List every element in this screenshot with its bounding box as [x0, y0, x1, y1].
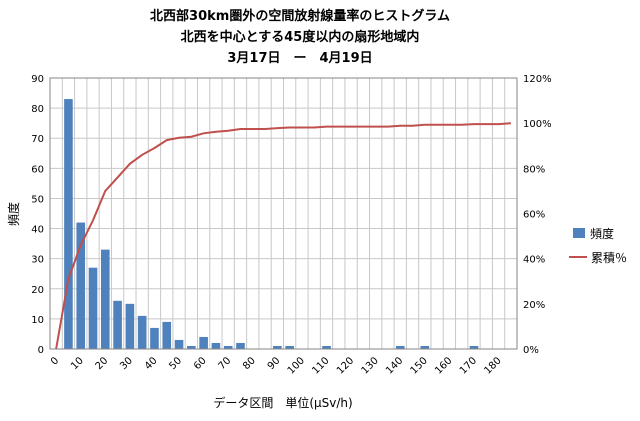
- x-tick-label: 140: [384, 355, 405, 376]
- bar: [273, 345, 282, 349]
- x-tick-label: 0: [49, 355, 61, 367]
- title-line-2: 北西を中心とする45度以内の扇形地域内: [181, 29, 420, 45]
- bar: [322, 345, 331, 349]
- x-axis-ticks: 0 10 20 30 40 50 60 70 80 90 100 110 120 130 140 150 160…: [49, 355, 504, 376]
- bar: [187, 345, 196, 349]
- y-tick-label-left: 20: [31, 285, 44, 296]
- bar: [395, 345, 405, 349]
- bar: [199, 336, 208, 349]
- y-tick-label-left: 50: [31, 194, 44, 205]
- bar: [236, 342, 245, 349]
- y-tick-label-right: 120%: [523, 74, 552, 85]
- bar: [76, 222, 86, 349]
- grid: [50, 78, 517, 349]
- x-tick-label: 20: [94, 355, 111, 372]
- bar: [125, 303, 135, 349]
- y-tick-label-right: 60%: [523, 210, 545, 221]
- bar: [150, 327, 159, 349]
- x-tick-label: 160: [433, 355, 454, 376]
- bar: [223, 345, 233, 349]
- bar: [285, 345, 294, 349]
- x-tick-label: 100: [286, 355, 307, 376]
- y-tick-label-left: 60: [31, 164, 44, 175]
- x-axis-title: データ区間 単位(μSv/h): [213, 395, 352, 410]
- title-line-1: 北西部30km圏外の空間放射線量率のヒストグラム: [150, 8, 450, 24]
- plot-area-border: [49, 77, 518, 350]
- x-tick-label: 50: [167, 355, 184, 372]
- legend-swatch-frequency: [573, 228, 585, 238]
- title-line-3: 3月17日 ー 4月19日: [227, 51, 372, 66]
- y-axis-right-ticks: 0% 20% 40% 60% 80% 100% 120%: [523, 74, 552, 356]
- y-tick-label-right: 40%: [523, 255, 545, 266]
- bar: [88, 267, 98, 349]
- bar: [64, 99, 73, 349]
- bar: [101, 249, 110, 349]
- x-tick-label: 40: [143, 355, 160, 372]
- x-tick-label: 70: [217, 355, 234, 372]
- x-tick-label: 130: [360, 355, 381, 376]
- legend: 頻度 累積％: [569, 226, 627, 265]
- bar: [113, 300, 122, 349]
- y-tick-label-right: 0%: [523, 345, 539, 356]
- cumulative-line-series: [55, 122, 511, 350]
- y-tick-label-left: 90: [31, 74, 44, 85]
- y-tick-label-left: 80: [31, 104, 44, 115]
- y-tick-label-right: 100%: [523, 119, 552, 130]
- x-tick-label: 60: [192, 355, 209, 372]
- x-tick-label: 80: [241, 355, 258, 372]
- x-tick-label: 120: [335, 355, 356, 376]
- y-tick-label-left: 70: [31, 134, 44, 145]
- bar: [420, 345, 430, 349]
- y-axis-left-ticks: 0 10 20 30 40 50 60 70 80 90: [31, 74, 44, 356]
- y-axis-title: 頻度: [6, 202, 21, 226]
- y-tick-label-right: 80%: [523, 164, 545, 175]
- y-tick-label-left: 40: [31, 225, 44, 236]
- y-tick-label-left: 10: [31, 315, 44, 326]
- y-tick-label-left: 30: [31, 255, 44, 266]
- bar: [211, 342, 221, 349]
- x-tick-label: 110: [310, 355, 331, 376]
- bar: [469, 345, 479, 349]
- x-tick-label: 170: [458, 355, 479, 376]
- y-tick-label-right: 20%: [523, 300, 545, 311]
- legend-label-cumulative: 累積％: [591, 250, 627, 265]
- x-tick-label: 90: [266, 355, 283, 372]
- bar: [137, 315, 147, 349]
- y-tick-label-left: 0: [38, 345, 44, 356]
- x-tick-label: 150: [409, 355, 430, 376]
- bar: [162, 321, 172, 349]
- x-tick-label: 180: [482, 355, 503, 376]
- bar: [174, 339, 184, 349]
- chart-title: 北西部30km圏外の空間放射線量率のヒストグラム 北西を中心とする45度以内の扇…: [150, 8, 450, 66]
- x-tick-label: 10: [69, 355, 86, 372]
- bar-series: [64, 99, 479, 349]
- cumulative-line: [55, 122, 511, 350]
- legend-label-frequency: 頻度: [590, 226, 614, 241]
- x-tick-label: 30: [118, 355, 135, 372]
